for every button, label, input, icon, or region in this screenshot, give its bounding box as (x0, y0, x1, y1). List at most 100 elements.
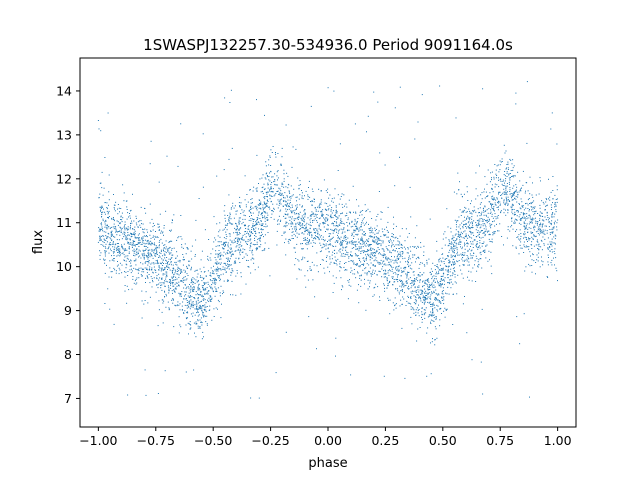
data-point (201, 322, 203, 324)
data-point (541, 219, 543, 221)
data-point (118, 250, 120, 252)
data-point (103, 242, 105, 243)
data-point (102, 218, 104, 220)
data-point (191, 279, 193, 281)
data-point (137, 226, 139, 228)
data-point (371, 253, 373, 255)
data-point (369, 286, 370, 288)
data-point (441, 276, 443, 277)
data-point (125, 267, 127, 269)
data-point (413, 312, 415, 314)
data-point (191, 278, 193, 280)
data-point (384, 276, 386, 278)
data-point (192, 312, 194, 314)
data-point (374, 227, 376, 229)
data-point (259, 246, 261, 248)
data-point (180, 269, 182, 271)
data-point (433, 320, 435, 322)
data-point (239, 206, 241, 208)
data-point (104, 202, 106, 204)
data-point (141, 241, 143, 243)
data-point (509, 158, 511, 160)
data-point (251, 232, 253, 234)
data-point (298, 184, 300, 186)
data-point (218, 268, 220, 270)
data-point (449, 275, 451, 277)
data-point (512, 196, 514, 198)
data-point (146, 240, 148, 242)
data-point (314, 296, 316, 298)
data-point (302, 223, 304, 225)
data-point (441, 261, 443, 263)
data-point (256, 206, 258, 208)
data-point (421, 307, 423, 309)
data-point (117, 208, 118, 210)
data-point (494, 216, 496, 218)
data-point (162, 249, 164, 251)
data-point (369, 282, 371, 284)
data-point (496, 198, 498, 200)
data-point (165, 246, 167, 248)
data-point (192, 290, 193, 292)
data-point (350, 226, 352, 228)
data-point (197, 300, 199, 302)
data-point (163, 263, 164, 264)
data-point (441, 283, 443, 285)
data-point (262, 217, 264, 219)
data-point (115, 201, 117, 203)
data-point (491, 203, 493, 205)
data-point (180, 236, 182, 238)
data-point (262, 223, 264, 225)
data-point (147, 243, 149, 245)
data-point (555, 211, 557, 213)
data-point (192, 289, 194, 291)
data-point (339, 266, 341, 268)
data-point (172, 283, 174, 285)
data-point (289, 239, 291, 241)
data-point (349, 222, 350, 224)
data-point (466, 211, 468, 213)
data-point (338, 229, 340, 231)
data-point (386, 230, 388, 232)
data-point (512, 213, 514, 215)
data-point (197, 297, 199, 298)
data-point (126, 285, 128, 287)
data-point (222, 255, 224, 257)
data-point (245, 283, 247, 285)
data-point (467, 200, 469, 201)
data-point (450, 241, 452, 243)
data-point (286, 205, 287, 207)
data-point (505, 214, 507, 216)
data-point (119, 255, 121, 257)
data-point (543, 233, 545, 235)
data-point (169, 253, 171, 255)
data-point (429, 296, 431, 298)
data-point (424, 282, 426, 284)
data-point (546, 276, 548, 277)
data-point (352, 273, 354, 275)
data-point (399, 253, 401, 255)
data-point (336, 212, 338, 214)
data-point (206, 291, 208, 293)
data-point (492, 191, 494, 193)
data-point (176, 305, 178, 307)
data-point (296, 236, 298, 238)
data-point (243, 210, 245, 212)
data-point (259, 203, 261, 205)
data-point (186, 312, 188, 314)
data-point (135, 264, 137, 266)
data-point (441, 292, 443, 294)
data-point (415, 301, 417, 303)
data-point (319, 236, 321, 238)
data-point (479, 242, 481, 244)
data-point (371, 252, 373, 254)
data-point (497, 202, 499, 204)
data-point (239, 252, 241, 254)
data-point (126, 228, 128, 230)
data-point (220, 262, 222, 264)
data-point (548, 217, 550, 219)
data-point (401, 271, 403, 273)
data-point (252, 225, 254, 226)
data-point (323, 226, 325, 228)
data-point (122, 217, 124, 219)
